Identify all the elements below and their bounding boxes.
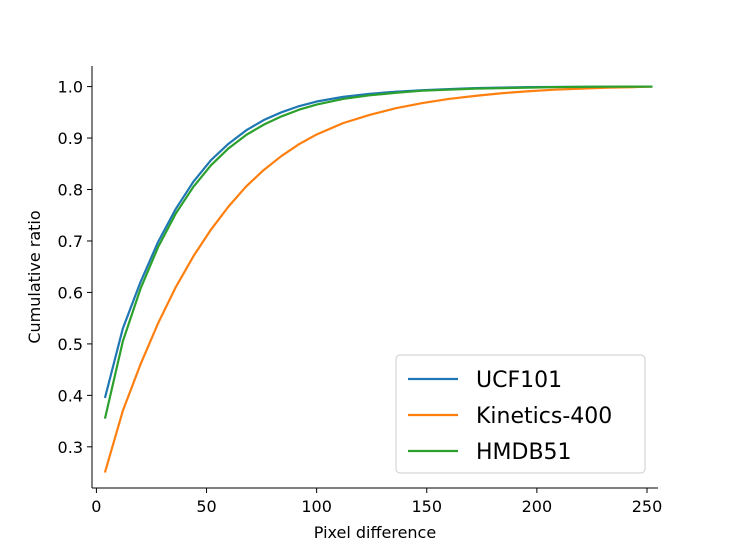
x-tick-label: 200 — [522, 497, 553, 516]
series-layer — [103, 85, 653, 473]
x-tick-label: 100 — [301, 497, 332, 516]
ticks-layer: 0 50 100 150 200 250 0.3 0.4 0.5 0.6 0.7 0.8 0.9 1.0 — [58, 78, 663, 516]
y-tick-label: 0.5 — [58, 335, 83, 354]
series-line-ucf101 — [103, 85, 653, 399]
y-tick-label: 0.3 — [58, 438, 83, 457]
legend-label: Kinetics-400 — [476, 404, 612, 429]
y-tick-label: 0.9 — [58, 129, 83, 148]
x-tick-label: 150 — [411, 497, 442, 516]
series-line-kinetics-400 — [103, 85, 653, 473]
series-line-hmdb51 — [103, 85, 653, 419]
y-tick-label: 0.4 — [58, 386, 83, 405]
legend-label: UCF101 — [476, 368, 562, 393]
y-tick-label: 0.6 — [58, 283, 83, 302]
x-tick-label: 250 — [632, 497, 663, 516]
x-tick-label: 0 — [91, 497, 101, 516]
y-tick-label: 0.8 — [58, 181, 83, 200]
x-axis-label: Pixel difference — [314, 523, 436, 542]
legend: UCF101 Kinetics-400 HMDB51 — [395, 354, 646, 474]
legend-box — [395, 354, 646, 474]
legend-label: HMDB51 — [476, 440, 572, 465]
y-tick-label: 0.7 — [58, 232, 83, 251]
axes — [91, 66, 658, 489]
y-axis-label: Cumulative ratio — [25, 210, 44, 343]
y-tick-label: 1.0 — [58, 78, 83, 97]
x-tick-label: 50 — [196, 497, 216, 516]
